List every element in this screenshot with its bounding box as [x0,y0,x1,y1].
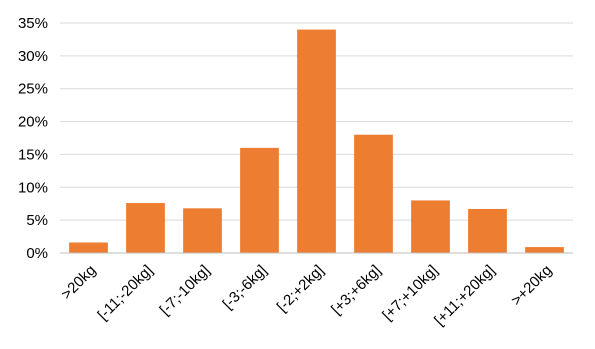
x-category-label: [+3;+6kg] [328,262,384,318]
bar [468,208,507,253]
y-tick-label: 20% [18,114,48,131]
y-tick-label: 25% [18,81,48,98]
bar [297,29,336,254]
x-category-label: [-11;-20kg] [94,262,156,324]
bar [183,208,222,253]
x-category-label: [-3;-6kg] [219,262,270,313]
bar [411,200,450,253]
y-tick-label: 5% [26,212,48,229]
y-tick-label: 10% [18,179,48,196]
bar [126,203,165,253]
bars [69,29,564,254]
x-category-label: [-2;+2kg] [274,262,328,316]
x-category-label: >+20kg [508,262,555,309]
x-axis-category-labels: >20kg[-11;-20kg] [-7;-10kg] [-3;-6kg] [-2;+… [58,262,555,329]
y-tick-label: 0% [26,245,48,262]
bar [69,242,108,253]
x-category-label: >20kg [58,262,99,303]
x-category-label: [-7;-10kg] [156,262,213,319]
y-tick-label: 30% [18,48,48,65]
bar [240,147,279,253]
bar [354,134,393,253]
bar [525,247,564,253]
y-tick-label: 35% [18,15,48,32]
x-category-label: [+11;+20kg] [431,262,498,329]
x-category-label: [+7;+10kg] [379,262,441,324]
y-tick-label: 15% [18,146,48,163]
y-axis-tick-labels: 0% 5% 10% 15% 20% 25% 30% 35% [18,15,48,262]
